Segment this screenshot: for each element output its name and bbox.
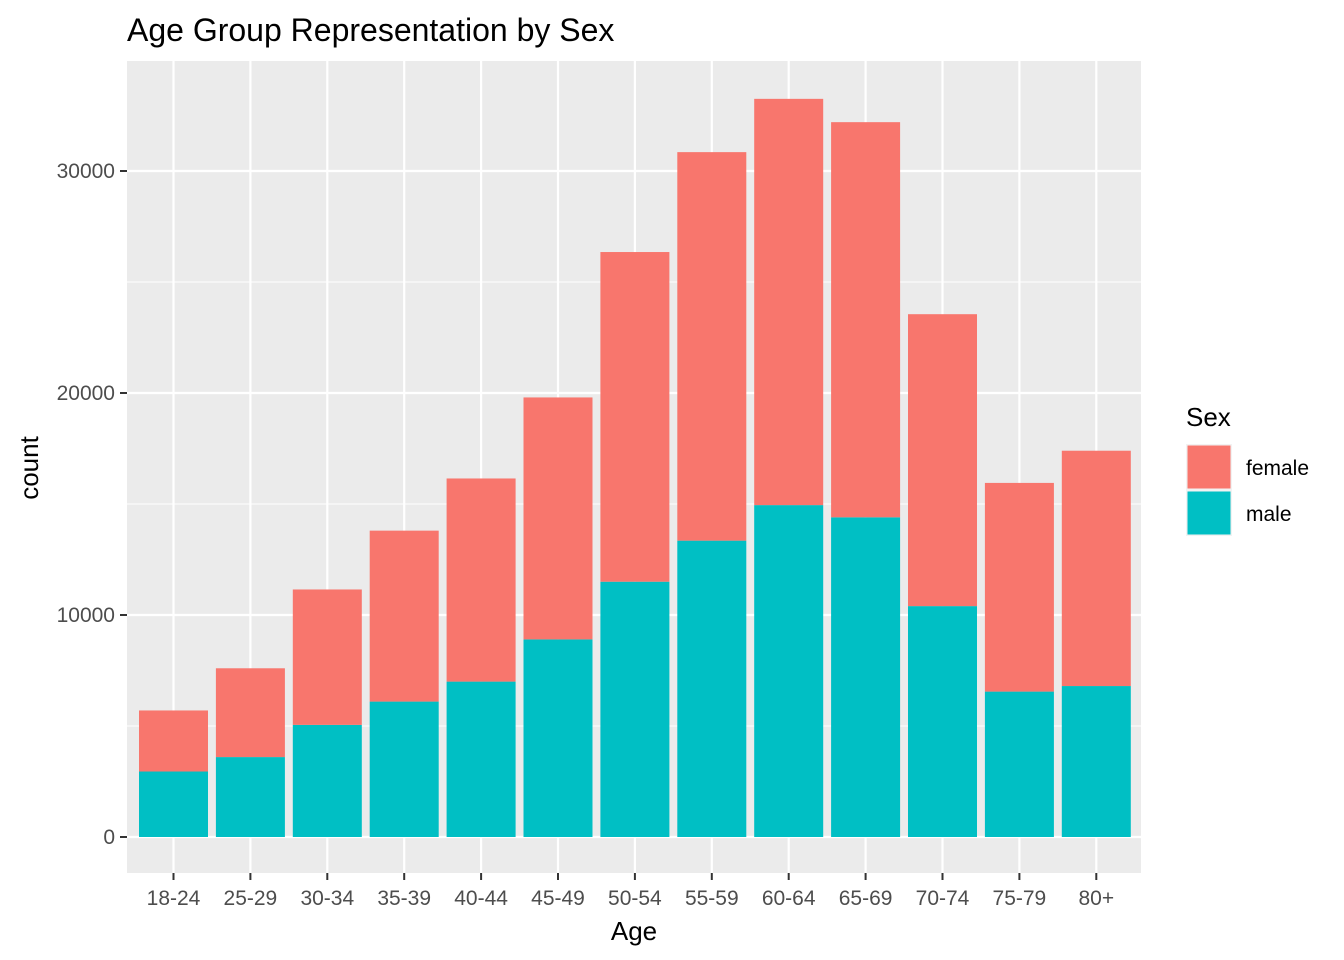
x-tick-label: 50-54 [608, 887, 662, 910]
bar-male-50-54 [600, 581, 670, 837]
x-tick-label: 40-44 [454, 887, 508, 910]
x-tick-label: 75-79 [993, 887, 1047, 910]
y-tick-label: 30000 [57, 160, 115, 183]
x-tick-label: 35-39 [377, 887, 431, 910]
x-tick-label: 65-69 [839, 887, 893, 910]
bar-male-75-79 [984, 691, 1054, 837]
legend-title: Sex [1186, 402, 1231, 432]
bar-male-40-44 [446, 681, 516, 837]
bar-female-65-69 [831, 122, 901, 518]
bar-male-25-29 [215, 757, 285, 837]
y-tick-label: 20000 [57, 382, 115, 405]
x-tick-label: 30-34 [300, 887, 354, 910]
x-axis: 18-24 25-29 30-34 35-39 40-44 45-49 50-54 55-59… [147, 873, 1114, 910]
bar-male-65-69 [831, 517, 901, 837]
bar-female-55-59 [677, 152, 747, 541]
bar-female-70-74 [908, 314, 977, 607]
x-tick-label: 45-49 [531, 887, 585, 910]
x-tick-label: 25-29 [224, 887, 278, 910]
legend-swatch-female [1187, 445, 1231, 489]
legend-label-male: male [1246, 503, 1292, 526]
x-tick-label: 60-64 [762, 887, 816, 910]
bar-female-30-34 [292, 589, 362, 725]
y-tick-label: 10000 [57, 604, 115, 627]
bars [139, 98, 1131, 837]
bar-female-18-24 [139, 710, 208, 772]
x-axis-title: Age [611, 916, 657, 946]
bar-female-50-54 [600, 252, 670, 582]
bar-female-25-29 [215, 668, 285, 758]
y-axis-title: count [14, 435, 44, 499]
bar-female-60-64 [754, 98, 824, 506]
bar-female-40-44 [446, 478, 516, 682]
bar-male-30-34 [292, 724, 362, 837]
bar-female-80+ [1061, 450, 1131, 687]
bar-female-75-79 [984, 482, 1054, 692]
bar-female-35-39 [369, 530, 439, 702]
y-tick-label: 0 [103, 826, 115, 849]
bar-male-18-24 [139, 771, 208, 837]
bar-male-45-49 [523, 639, 593, 837]
bar-male-60-64 [754, 505, 824, 837]
x-tick-label: 55-59 [685, 887, 739, 910]
chart-title: Age Group Representation by Sex [127, 12, 614, 48]
legend-label-female: female [1246, 457, 1309, 480]
bar-male-35-39 [369, 701, 439, 837]
x-tick-label: 80+ [1078, 887, 1114, 910]
bar-male-80+ [1061, 686, 1131, 837]
x-tick-label: 70-74 [916, 887, 970, 910]
bar-male-55-59 [677, 540, 747, 837]
x-tick-label: 18-24 [147, 887, 201, 910]
bar-male-70-74 [908, 606, 977, 837]
bar-female-45-49 [523, 397, 593, 640]
legend-swatch-male [1187, 491, 1231, 535]
y-axis: 0 10000 20000 30000 [57, 160, 127, 849]
legend: Sex female male [1186, 402, 1309, 536]
